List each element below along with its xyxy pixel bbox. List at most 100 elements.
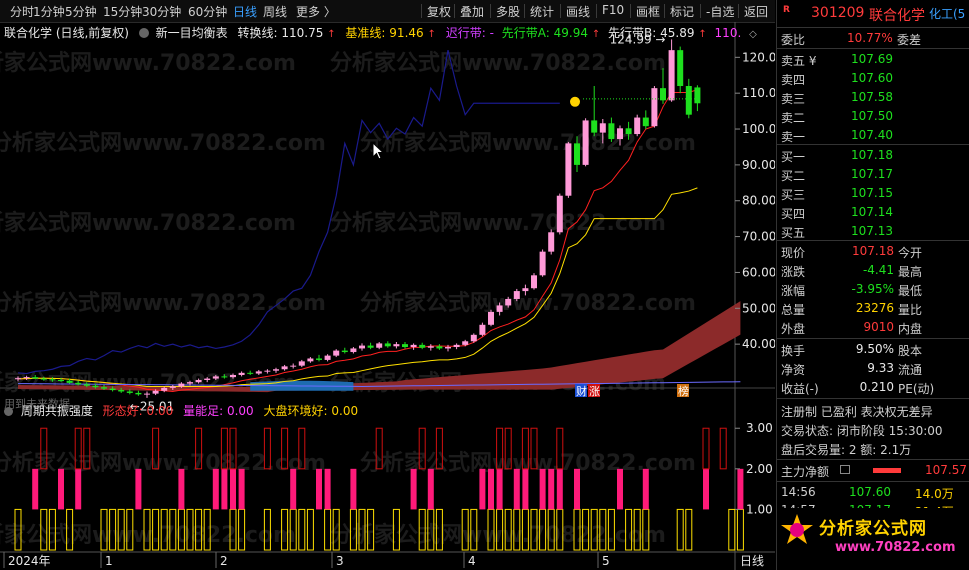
- webi-row: 委比 10.77% 委差: [777, 30, 969, 47]
- toolbar-separator: [700, 4, 701, 18]
- sub-bar-yellow: [177, 508, 185, 551]
- sub-bar-yellow: [607, 508, 615, 551]
- candle-body: [15, 378, 21, 380]
- sub-bar-magenta: [410, 468, 417, 510]
- sub-bar-magenta: [617, 468, 623, 510]
- stat-row: 总量 23276 量比: [777, 300, 969, 317]
- chart-area[interactable]: 分析家公式网www.70822.com 分析家公式网www.70822.com 分析…: [0, 22, 775, 570]
- sub-bar-magenta: [212, 468, 219, 510]
- buy-level-row: 买一 107.18: [777, 147, 969, 164]
- toolbar-f10-button[interactable]: F10: [602, 3, 625, 17]
- sub-indicator-settings-icon[interactable]: [4, 407, 13, 416]
- sub-bar-magenta: [488, 468, 494, 510]
- financial-tag[interactable]: [575, 384, 587, 397]
- y-tick-label: 50.00: [742, 301, 775, 315]
- list-icon[interactable]: [840, 465, 850, 474]
- indicator-settings-icon[interactable]: [138, 28, 149, 38]
- rank-tag-label: 榜: [678, 384, 689, 398]
- r-badge: R: [783, 5, 790, 15]
- main-net-row[interactable]: 主力净额 107.57: [777, 462, 969, 479]
- financial-tag-label: 财: [576, 384, 587, 398]
- sub-bar-yellow: [109, 508, 117, 551]
- stat-right-label: 最低: [898, 284, 923, 298]
- main-net-value: 107.57: [925, 463, 967, 477]
- candle-body: [118, 390, 125, 392]
- toolbar-zx-button[interactable]: -自选: [706, 5, 735, 19]
- sub-bar-yellow: [14, 508, 22, 551]
- stat2-row: 收益(-) 0.210 PE(动): [777, 379, 969, 396]
- toolbar-fq-button[interactable]: 复权: [427, 5, 452, 19]
- stat-label: 涨跌: [781, 265, 806, 279]
- toolbar-separator: [490, 4, 491, 18]
- stat-row: 涨幅 -3.95% 最低: [777, 281, 969, 298]
- sub-bar-magenta: [703, 468, 709, 510]
- base-arrow-icon: ↑: [427, 29, 436, 40]
- sub-bar-magenta: [230, 468, 236, 510]
- sell-level-label: 卖一: [781, 130, 806, 144]
- toolbar-tj-button[interactable]: 统计: [530, 5, 555, 19]
- sub-bar-yellow: [263, 508, 271, 551]
- candle-body: [341, 350, 348, 353]
- candle-body: [591, 120, 598, 133]
- sub-bar-yellow: [195, 508, 203, 551]
- after-hours: 盘后交易量: 2 额: 2.1万: [781, 443, 912, 457]
- candle-body: [488, 311, 494, 325]
- buy-level-label: 买四: [781, 207, 806, 221]
- tab-fs[interactable]: 分时: [10, 5, 35, 19]
- sub-bar-yellow: [685, 508, 693, 551]
- buy-level-row: 买四 107.14: [777, 204, 969, 221]
- candle-body: [290, 365, 297, 367]
- toolbar-fh-button[interactable]: 返回: [744, 5, 769, 19]
- sub-y-tick-label: 2.00: [746, 462, 773, 476]
- stat-label: 现价: [781, 246, 806, 260]
- sub-chart-title[interactable]: 周期共振强度: [20, 404, 93, 418]
- divider: [777, 398, 969, 399]
- buy-level-row: 买二 107.17: [777, 166, 969, 183]
- quote-header: R 301209 联合化学 化工(5: [777, 3, 969, 24]
- conversion-label: 转换线:: [237, 26, 278, 40]
- toolbar-bj-button[interactable]: 标记: [670, 5, 695, 19]
- collapse-diamond-icon[interactable]: ◇: [749, 29, 757, 40]
- stock-name: 联合化学: [869, 8, 925, 24]
- sector-link[interactable]: 化工(5: [929, 7, 966, 21]
- divider: [777, 48, 969, 49]
- webi-value: 10.77%: [847, 31, 893, 45]
- sub-bar-magenta: [178, 468, 185, 510]
- sub-bar-yellow: [728, 508, 736, 551]
- sell-level-row: 卖五 ¥ 107.69: [777, 51, 969, 68]
- sub-bar-red: [719, 427, 727, 470]
- sub-bar-yellow: [633, 508, 641, 551]
- toolbar-hx-button[interactable]: 画线: [566, 5, 591, 19]
- sub-bar-red: [229, 427, 237, 470]
- trade-status: 交易状态: 闭市阶段 15:30:00: [781, 424, 943, 438]
- tab-m1[interactable]: 1分钟: [33, 5, 65, 19]
- tab-m30[interactable]: 30分钟: [142, 5, 182, 19]
- rank-tag[interactable]: [677, 384, 689, 397]
- sell-level-price: 107.69: [851, 52, 893, 66]
- mouse-cursor-icon: [372, 141, 385, 163]
- lagging-line: [17, 50, 560, 375]
- candle-body: [634, 117, 641, 135]
- sub-bar-red: [40, 427, 48, 470]
- tab-more[interactable]: 更多 〉: [296, 5, 336, 19]
- buy-level-price: 107.18: [851, 148, 893, 162]
- candle-body: [316, 358, 322, 360]
- tab-m15[interactable]: 15分钟: [103, 5, 143, 19]
- sell-level-price: 107.40: [851, 128, 893, 142]
- tick-volume: 14.0万: [915, 487, 954, 501]
- tab-m60[interactable]: 60分钟: [188, 5, 228, 19]
- tab-week[interactable]: 周线: [263, 5, 288, 19]
- toolbar-mk-button[interactable]: 画框: [636, 5, 661, 19]
- stat-label: 总量: [781, 303, 806, 317]
- toolbar-dg-button[interactable]: 多股: [496, 5, 521, 19]
- candle-body: [32, 377, 39, 379]
- logo-fist-icon: [779, 512, 815, 548]
- toolbar-dj-button[interactable]: 叠加: [460, 5, 485, 19]
- indicator-name[interactable]: 新一目均衡表: [155, 26, 228, 40]
- tick-row: 14:56 107.60 14.0万: [777, 484, 969, 501]
- tab-day[interactable]: 日线: [233, 5, 258, 19]
- tab-m5[interactable]: 5分钟: [65, 5, 97, 19]
- period-label[interactable]: 日线: [740, 554, 764, 568]
- stat2-right-label: 流通: [898, 363, 923, 377]
- limit-up-tag[interactable]: [588, 384, 600, 397]
